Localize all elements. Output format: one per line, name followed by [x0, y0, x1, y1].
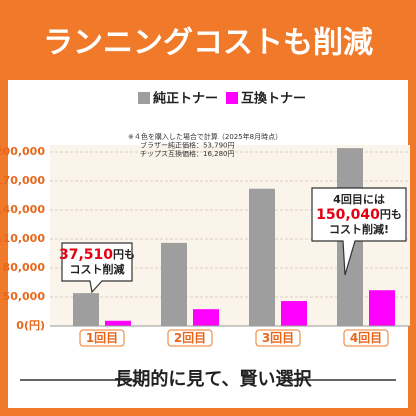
x-tick-box — [343, 329, 389, 347]
y-tick-label: 140,000 — [0, 203, 45, 216]
y-tick-label: 170,000 — [0, 174, 45, 187]
bar — [249, 188, 275, 326]
x-tick-box — [79, 329, 125, 347]
bar — [73, 293, 99, 326]
callout-text: 150,040円も — [316, 207, 402, 223]
callout-segment: 4回目には — [333, 192, 385, 206]
bar — [281, 301, 307, 326]
y-tick-label: 0(円) — [16, 319, 45, 332]
bar — [161, 242, 187, 326]
bar — [369, 290, 395, 326]
callout-segment: コスト削減 — [70, 262, 125, 276]
x-tick-label: 1回目 — [86, 331, 118, 345]
y-tick-label: 200,000 — [0, 145, 45, 158]
callout-segment: コスト削減! — [329, 222, 389, 236]
callout-segment: 37,510 — [59, 247, 113, 263]
callout-segment: 円も — [380, 208, 402, 221]
x-tick-label: 3回目 — [262, 331, 294, 345]
callout — [61, 242, 133, 294]
legend-swatch — [226, 92, 238, 104]
x-tick-label: 2回目 — [174, 331, 206, 345]
y-tick-label: 50,000 — [3, 290, 46, 303]
legend-label: 互換トナー — [241, 91, 306, 107]
x-tick-box — [167, 329, 213, 347]
footer-text: 長期的に見て、賢い選択 — [114, 368, 312, 390]
banner-title: ランニングコストも削減 — [43, 26, 373, 61]
callout-segment: 150,040 — [316, 207, 380, 223]
x-tick-box — [255, 329, 301, 347]
callout-segment: 円も — [113, 248, 135, 261]
y-tick-label: 110,000 — [0, 232, 45, 245]
x-tick-label: 4回目 — [350, 331, 382, 345]
note: ※４色を購入した場合で計算（2025年8月時点） — [128, 132, 282, 141]
callout-text: コスト削減 — [70, 262, 125, 276]
legend-swatch — [138, 92, 150, 104]
y-tick-label: 80,000 — [3, 261, 46, 274]
bar — [193, 309, 219, 326]
callout — [311, 187, 407, 276]
callout-text: 37,510円も — [59, 247, 135, 263]
note: チップス互換価格：16,280円 — [140, 149, 235, 158]
legend-label: 純正トナー — [153, 91, 218, 107]
bar — [105, 320, 131, 326]
callout-text: 4回目には — [333, 192, 385, 206]
callout-text: コスト削減! — [329, 222, 389, 236]
note: ブラザー純正価格：53,790円 — [140, 141, 235, 150]
